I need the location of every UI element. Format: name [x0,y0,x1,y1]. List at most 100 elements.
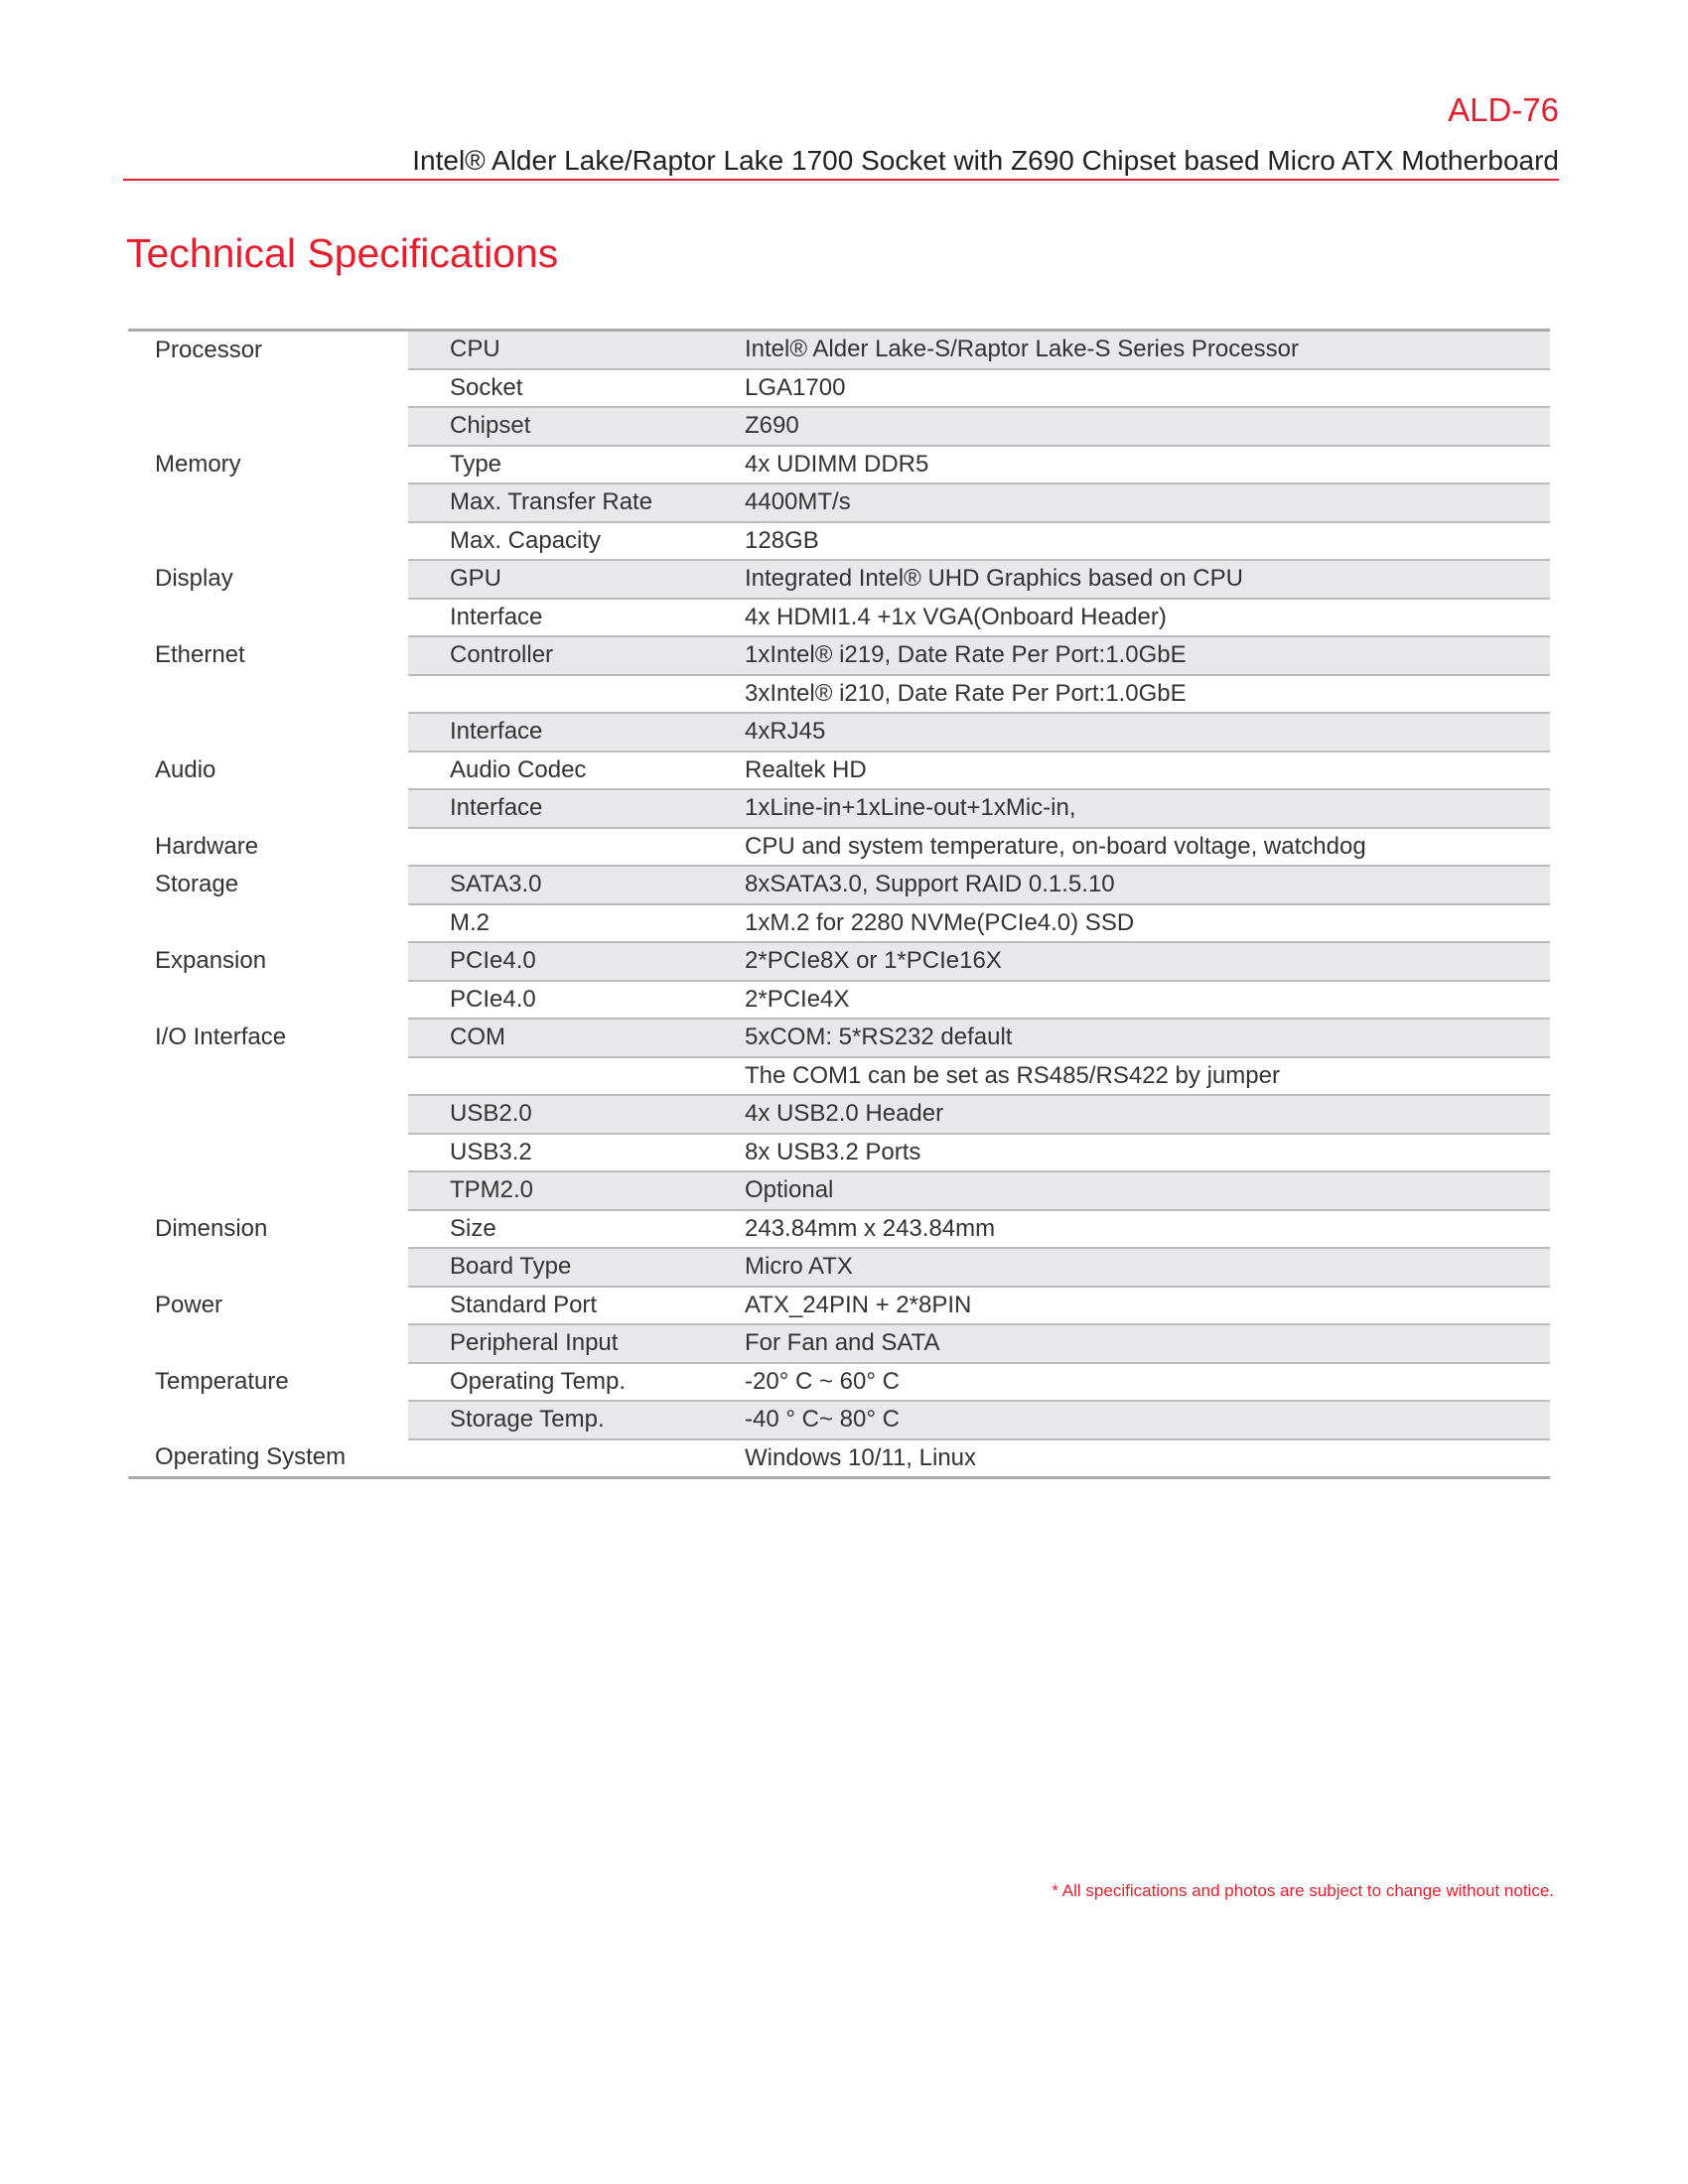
spec-item [408,674,745,714]
spec-row: The COM1 can be set as RS485/RS422 by ju… [128,1056,1550,1096]
spec-value: LGA1700 [745,368,1550,408]
spec-value: 4x HDMI1.4 +1x VGA(Onboard Header) [745,598,1550,637]
spec-category [128,1134,408,1172]
spec-category [128,904,408,943]
spec-item: Interface [408,598,745,637]
spec-row: Interface 4xRJ45 [128,713,1550,752]
spec-item: PCIe4.0 [408,942,745,982]
spec-category: Processor [155,336,263,363]
spec-item [408,1056,745,1096]
spec-category [128,1057,408,1096]
spec-row: Audio Audio Codec Realtek HD [128,751,1550,790]
spec-category: Expansion [155,947,267,975]
spec-value: 128GB [745,521,1550,561]
footnote: * All specifications and photos are subj… [1052,1881,1554,1900]
spec-category [128,599,408,637]
spec-item: USB2.0 [408,1095,745,1135]
spec-row: M.2 1xM.2 for 2280 NVMe(PCIe4.0) SSD [128,903,1550,943]
model-name: ALD-76 [1448,91,1559,128]
spec-row: Socket LGA1700 [128,368,1550,408]
spec-category [128,1324,408,1363]
spec-row: Board Type Micro ATX [128,1248,1550,1288]
spec-item: SATA3.0 [408,866,745,905]
spec-item [408,827,745,867]
spec-row: USB2.0 4x USB2.0 Header [128,1095,1550,1135]
spec-item: Max. Capacity [408,521,745,561]
spec-value: Optional [745,1171,1550,1211]
page-title: Technical Specifications [126,230,559,276]
spec-value: Z690 [745,407,1550,447]
spec-row: PCIe4.0 2*PCIe4X [128,980,1550,1020]
spec-item: USB3.2 [408,1133,745,1172]
spec-row: Chipset Z690 [128,407,1550,447]
spec-category [128,1095,408,1134]
spec-row: Storage Temp. -40 ° C~ 80° C [128,1401,1550,1440]
spec-item: Board Type [408,1248,745,1288]
spec-item: Type [408,445,745,484]
spec-row: I/O Interface COM 5xCOM: 5*RS232 default [128,1019,1550,1058]
spec-category: Hardware [155,832,259,860]
spec-item [408,1439,745,1478]
spec-value: Intel® Alder Lake-S/Raptor Lake-S Series… [745,330,1550,370]
spec-category: Ethernet [155,641,245,669]
spec-row: 3xIntel® i210, Date Rate Per Port:1.0GbE [128,674,1550,714]
spec-value: 3xIntel® i210, Date Rate Per Port:1.0GbE [745,674,1550,714]
spec-value: Realtek HD [745,751,1550,790]
spec-value: 5xCOM: 5*RS232 default [745,1019,1550,1058]
spec-category: Dimension [155,1214,268,1242]
spec-category [128,1401,408,1439]
spec-value: -40 ° C~ 80° C [745,1401,1550,1440]
spec-row: USB3.2 8x USB3.2 Ports [128,1133,1550,1172]
spec-value: 4400MT/s [745,483,1550,523]
spec-row: Operating System Windows 10/11, Linux [128,1439,1550,1478]
spec-item: TPM2.0 [408,1171,745,1211]
spec-row: Max. Capacity 128GB [128,521,1550,561]
spec-row: Max. Transfer Rate 4400MT/s [128,483,1550,523]
spec-value: For Fan and SATA [745,1324,1550,1364]
spec-item: Peripheral Input [408,1324,745,1364]
spec-row: Temperature Operating Temp. -20° C ~ 60° C [128,1362,1550,1402]
spec-item: Max. Transfer Rate [408,483,745,523]
spec-item: COM [408,1019,745,1058]
spec-value: 2*PCIe4X [745,980,1550,1020]
spec-value: Micro ATX [745,1248,1550,1288]
spec-category [128,522,408,561]
spec-category: Memory [155,450,241,478]
spec-category: Audio [155,755,216,783]
spec-category [128,981,408,1020]
spec-item: Interface [408,789,745,829]
spec-item: Operating Temp. [408,1362,745,1402]
spec-item: Storage Temp. [408,1401,745,1440]
spec-item: Interface [408,713,745,752]
spec-category: Temperature [155,1367,289,1395]
spec-value: 2*PCIe8X or 1*PCIe16X [745,942,1550,982]
spec-value: The COM1 can be set as RS485/RS422 by ju… [745,1056,1550,1096]
spec-value: CPU and system temperature, on-board vol… [745,827,1550,867]
spec-row: Dimension Size 243.84mm x 243.84mm [128,1209,1550,1249]
spec-value: 1xLine-in+1xLine-out+1xMic-in, [745,789,1550,829]
spec-category: I/O Interface [155,1024,287,1051]
spec-value: 1xM.2 for 2280 NVMe(PCIe4.0) SSD [745,903,1550,943]
spec-row: Hardware CPU and system temperature, on-b… [128,827,1550,867]
spec-category [128,713,408,751]
spec-row: Power Standard Port ATX_24PIN + 2*8PIN [128,1286,1550,1325]
spec-category [128,789,408,828]
spec-category [128,675,408,714]
spec-item: CPU [408,330,745,370]
spec-value: 4x USB2.0 Header [745,1095,1550,1135]
spec-category [128,407,408,446]
spec-value: 243.84mm x 243.84mm [745,1209,1550,1249]
spec-value: ATX_24PIN + 2*8PIN [745,1286,1550,1325]
spec-category: Operating System [155,1443,347,1471]
spec-row: Storage SATA3.0 8xSATA3.0, Support RAID 0.… [128,866,1550,905]
spec-category [128,1171,408,1210]
spec-item: Controller [408,636,745,676]
spec-value: 4xRJ45 [745,713,1550,752]
spec-category: Storage [155,871,239,898]
spec-row: Ethernet Controller 1xIntel® i219, Date Ra… [128,636,1550,676]
spec-row: TPM2.0 Optional [128,1171,1550,1211]
spec-row: Memory Type 4x UDIMM DDR5 [128,445,1550,484]
spec-item: Socket [408,368,745,408]
spec-row: Expansion PCIe4.0 2*PCIe8X or 1*PCIe16X [128,942,1550,982]
spec-value: -20° C ~ 60° C [745,1362,1550,1402]
